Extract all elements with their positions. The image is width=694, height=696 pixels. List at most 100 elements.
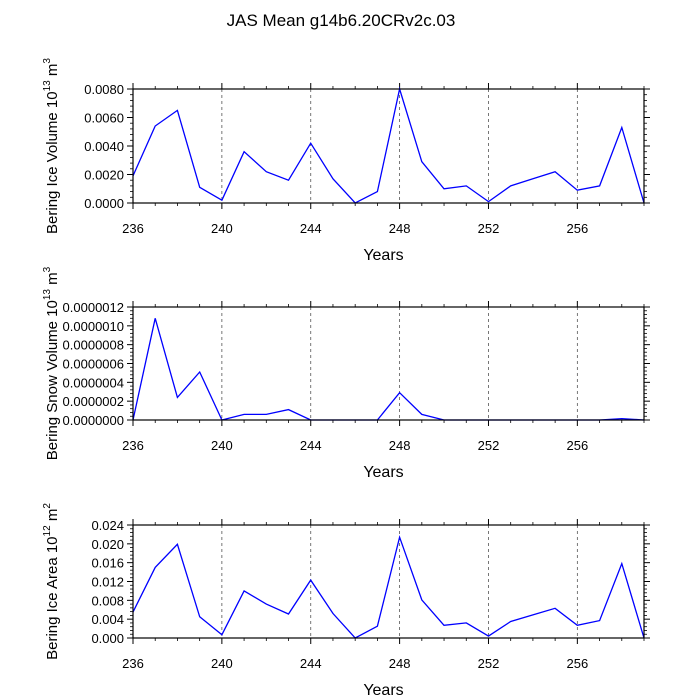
data-point <box>509 620 511 622</box>
data-point <box>154 317 156 319</box>
x-tick-label: 256 <box>566 221 588 236</box>
y-tick-label: 0.0040 <box>84 139 124 154</box>
y-axis-title-superscript: 3 <box>42 58 53 64</box>
data-point <box>243 413 245 415</box>
data-point <box>487 635 489 637</box>
panel-1: 0.0000 0.0020 0.0040 0.0060 0.0080 236 240 244 2… <box>42 58 650 264</box>
data-point <box>509 185 511 187</box>
x-tick-label: 236 <box>122 656 144 671</box>
x-tick-label: 244 <box>300 438 322 453</box>
y-axis-title-part: Bering Snow Volume 10 <box>44 300 61 460</box>
data-point <box>287 179 289 181</box>
data-point <box>221 199 223 201</box>
y-axis-title-superscript: 2 <box>42 503 53 509</box>
data-point <box>598 619 600 621</box>
x-tick-label: 252 <box>478 656 500 671</box>
series-line <box>132 86 645 204</box>
y-tick-label: 0.0080 <box>84 82 124 97</box>
y-tick-label: 0.012 <box>91 575 124 590</box>
data-point <box>310 142 312 144</box>
y-axis-title-superscript: 12 <box>42 525 53 537</box>
x-tick-label: 248 <box>389 656 411 671</box>
x-tick-label: 252 <box>478 438 500 453</box>
data-point <box>421 599 423 601</box>
x-tick-label: 248 <box>389 221 411 236</box>
x-tick-label: 236 <box>122 221 144 236</box>
data-point <box>465 185 467 187</box>
data-point <box>398 536 400 538</box>
data-point <box>465 622 467 624</box>
series-line <box>132 534 645 639</box>
data-point <box>243 590 245 592</box>
x-tick-label: 244 <box>300 221 322 236</box>
y-tick-label: 0.0000006 <box>63 357 124 372</box>
data-point <box>376 625 378 627</box>
data-point <box>154 125 156 127</box>
x-tick-label: 252 <box>478 221 500 236</box>
y-tick-label: 0.0000008 <box>63 338 124 353</box>
data-point <box>265 170 267 172</box>
data-point <box>532 614 534 616</box>
data-point <box>287 408 289 410</box>
x-tick-label: 248 <box>389 438 411 453</box>
data-point <box>310 579 312 581</box>
y-tick-label: 0.0020 <box>84 168 124 183</box>
data-point <box>443 188 445 190</box>
x-axis-title: Years <box>363 464 403 481</box>
data-point <box>332 178 334 180</box>
y-axis-title-superscript: 3 <box>42 266 53 272</box>
data-point <box>221 634 223 636</box>
data-point <box>198 371 200 373</box>
y-axis-title-superscript: 13 <box>42 80 53 92</box>
data-point <box>621 562 623 564</box>
data-point <box>176 543 178 545</box>
x-tick-label: 256 <box>566 656 588 671</box>
x-tick-label: 240 <box>211 438 233 453</box>
data-point <box>265 413 267 415</box>
y-tick-label: 0.000 <box>91 631 124 646</box>
y-tick-label: 0.0000012 <box>63 300 124 315</box>
data-point <box>332 612 334 614</box>
x-tick-label: 240 <box>211 656 233 671</box>
y-tick-label: 0.020 <box>91 537 124 552</box>
y-tick-label: 0.0000002 <box>63 394 124 409</box>
data-point <box>532 178 534 180</box>
y-tick-label: 0.016 <box>91 556 124 571</box>
data-point <box>598 185 600 187</box>
y-axis-title-part: m <box>44 509 61 526</box>
data-point <box>154 566 156 568</box>
x-axis-title: Years <box>363 247 403 264</box>
data-point <box>554 607 556 609</box>
x-tick-label: 236 <box>122 438 144 453</box>
y-axis-title: Bering Ice Volume 1013 m3 <box>42 58 61 234</box>
y-tick-label: 0.0000 <box>84 196 124 211</box>
y-tick-label: 0.024 <box>91 518 124 533</box>
data-point <box>243 151 245 153</box>
data-point <box>376 190 378 192</box>
data-point <box>265 603 267 605</box>
chart-title: JAS Mean g14b6.20CRv2c.03 <box>227 11 456 30</box>
x-tick-label: 244 <box>300 656 322 671</box>
y-axis-title-superscript: 13 <box>42 289 53 301</box>
panel-3: 0.000 0.004 0.008 0.012 0.016 0.020 0.024 236 24… <box>42 503 650 696</box>
y-axis-title-part: Bering Ice Volume 10 <box>44 91 61 234</box>
y-axis-title-part: m <box>44 64 61 81</box>
y-tick-label: 0.0000010 <box>63 319 124 334</box>
data-point <box>576 189 578 191</box>
data-point <box>287 613 289 615</box>
y-tick-label: 0.004 <box>91 612 124 627</box>
x-tick-label: 256 <box>566 438 588 453</box>
y-axis-title-part: Bering Ice Area 10 <box>44 536 61 659</box>
y-tick-label: 0.0000000 <box>63 413 124 428</box>
plot-frame <box>132 524 645 639</box>
x-tick-label: 240 <box>211 221 233 236</box>
data-point <box>421 413 423 415</box>
panels: 0.0000 0.0020 0.0040 0.0060 0.0080 236 240 244 2… <box>42 58 650 696</box>
y-tick-label: 0.0060 <box>84 111 124 126</box>
data-point <box>621 126 623 128</box>
data-point <box>398 391 400 393</box>
data-point <box>443 624 445 626</box>
data-point <box>176 109 178 111</box>
x-axis-title: Years <box>363 682 403 696</box>
